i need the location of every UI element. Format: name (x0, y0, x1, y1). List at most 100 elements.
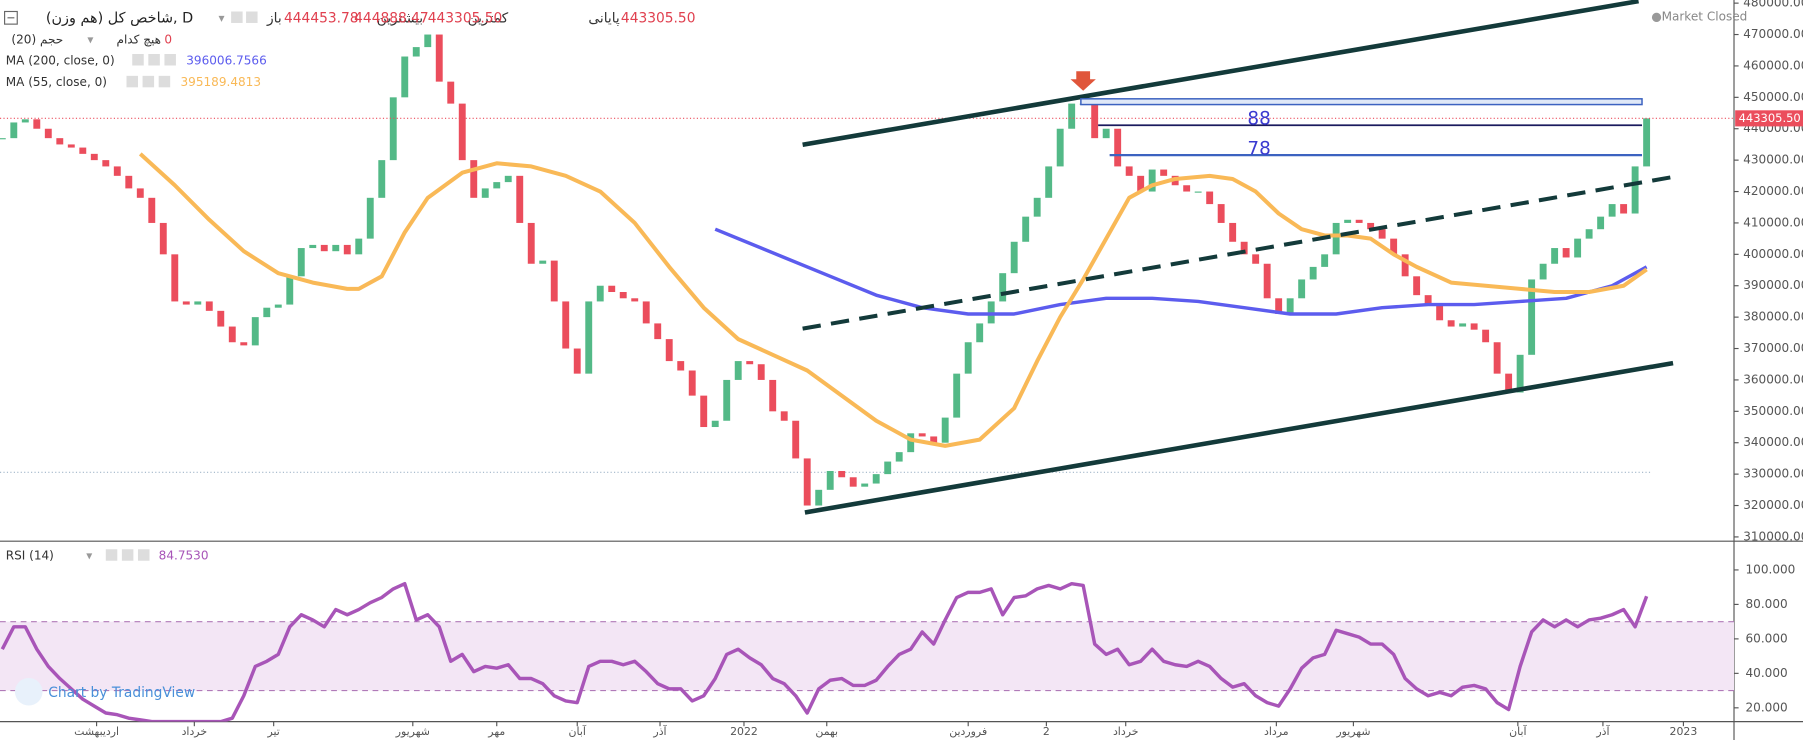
candle (1539, 263, 1547, 280)
y-tick-label: 100.000 (1746, 562, 1796, 576)
icon[interactable] (231, 11, 243, 23)
y-tick-label: 340000.00 (1743, 435, 1803, 449)
candle (1183, 185, 1191, 192)
rsi-name: RSI (14) (6, 549, 54, 563)
icon[interactable] (142, 75, 155, 88)
icon[interactable] (246, 11, 258, 23)
candle (481, 188, 489, 198)
candle (1505, 373, 1513, 393)
candle (1252, 254, 1260, 264)
candle (21, 119, 29, 123)
level-box (1080, 98, 1643, 106)
icon[interactable] (105, 549, 118, 561)
candle (274, 304, 282, 308)
candle (1263, 263, 1271, 299)
candle (1309, 266, 1317, 280)
candle (849, 477, 857, 487)
channel-bottom (804, 360, 1674, 515)
candle (1447, 320, 1455, 327)
candle (171, 254, 179, 302)
candle (67, 144, 75, 148)
arrow-marker (1070, 71, 1096, 91)
x-tick-label: آذر (1595, 724, 1610, 738)
y-tick-label: 40.000 (1746, 666, 1788, 680)
ohlc-value: 443305.50 (621, 10, 696, 26)
rsi-band (0, 621, 1735, 691)
icon[interactable] (137, 549, 150, 561)
x-tick-label: آبان (1509, 724, 1527, 738)
ohlc-name: باز (266, 10, 282, 26)
icon[interactable] (158, 75, 171, 88)
menu-caret[interactable]: ▾ (86, 549, 93, 563)
candle (1332, 222, 1340, 255)
candle (194, 301, 202, 305)
y-tick-label: 430000.00 (1743, 153, 1803, 167)
watermark: Chart by TradingView (48, 685, 195, 701)
watermark-logo (14, 677, 43, 706)
candle (527, 222, 535, 264)
icon[interactable] (164, 54, 176, 66)
candle (1643, 118, 1651, 167)
x-tick-label: اردیبهشت (74, 725, 119, 738)
candle (1321, 254, 1329, 267)
candle (1482, 329, 1490, 343)
candle (1240, 241, 1248, 255)
candle (608, 285, 616, 293)
candle (102, 160, 110, 167)
y-tick-label: 390000.00 (1743, 278, 1803, 292)
candle (1562, 248, 1570, 258)
y-tick-label: 20.000 (1746, 700, 1788, 714)
candle (125, 175, 133, 189)
candle (780, 411, 788, 421)
candle (930, 436, 938, 443)
candle (734, 361, 742, 380)
y-tick-label: 360000.00 (1743, 372, 1803, 386)
candle (1367, 222, 1375, 230)
candle (1620, 204, 1628, 214)
candle (320, 244, 328, 252)
icon[interactable] (126, 75, 138, 88)
candle (769, 379, 777, 412)
y-tick-label: 320000.00 (1743, 498, 1803, 512)
candle (1091, 103, 1099, 139)
menu-caret[interactable]: ▾ (218, 11, 225, 25)
candle (757, 364, 765, 380)
moving-average (138, 152, 1648, 448)
candle (1401, 254, 1409, 277)
candle (1459, 323, 1467, 327)
last-price-badge (1735, 110, 1803, 127)
x-tick-label: فروردین (949, 725, 987, 738)
annotation: 78 (1247, 138, 1270, 159)
candle (182, 301, 190, 305)
candle (1125, 166, 1133, 176)
candle (228, 326, 236, 343)
candle (1194, 191, 1202, 193)
volume-name: حجم (20) (11, 33, 63, 47)
y-tick-label: 410000.00 (1743, 215, 1803, 229)
candle (148, 197, 156, 223)
candle (838, 470, 846, 478)
icon[interactable] (132, 54, 144, 66)
candle (1160, 169, 1168, 176)
candle (550, 260, 558, 302)
candle (0, 138, 6, 140)
icon[interactable] (148, 54, 160, 66)
y-tick-label: 450000.00 (1743, 90, 1803, 104)
ohlc-name: پایانی (588, 10, 620, 26)
collapse-icon[interactable] (4, 10, 18, 25)
candle (1056, 128, 1064, 167)
x-tick-label: شهریور (395, 725, 430, 738)
y-tick-label: 310000.00 (1743, 529, 1803, 543)
candle (424, 34, 432, 48)
candle (332, 244, 340, 252)
y-tick-label: 420000.00 (1743, 184, 1803, 198)
icon[interactable] (121, 549, 134, 561)
candle (1470, 323, 1478, 330)
candle (711, 420, 719, 428)
candle (573, 348, 581, 374)
y-tick-label: 370000.00 (1743, 341, 1803, 355)
candle (723, 379, 731, 421)
candle (389, 97, 397, 161)
menu-caret[interactable]: ▾ (87, 33, 94, 47)
